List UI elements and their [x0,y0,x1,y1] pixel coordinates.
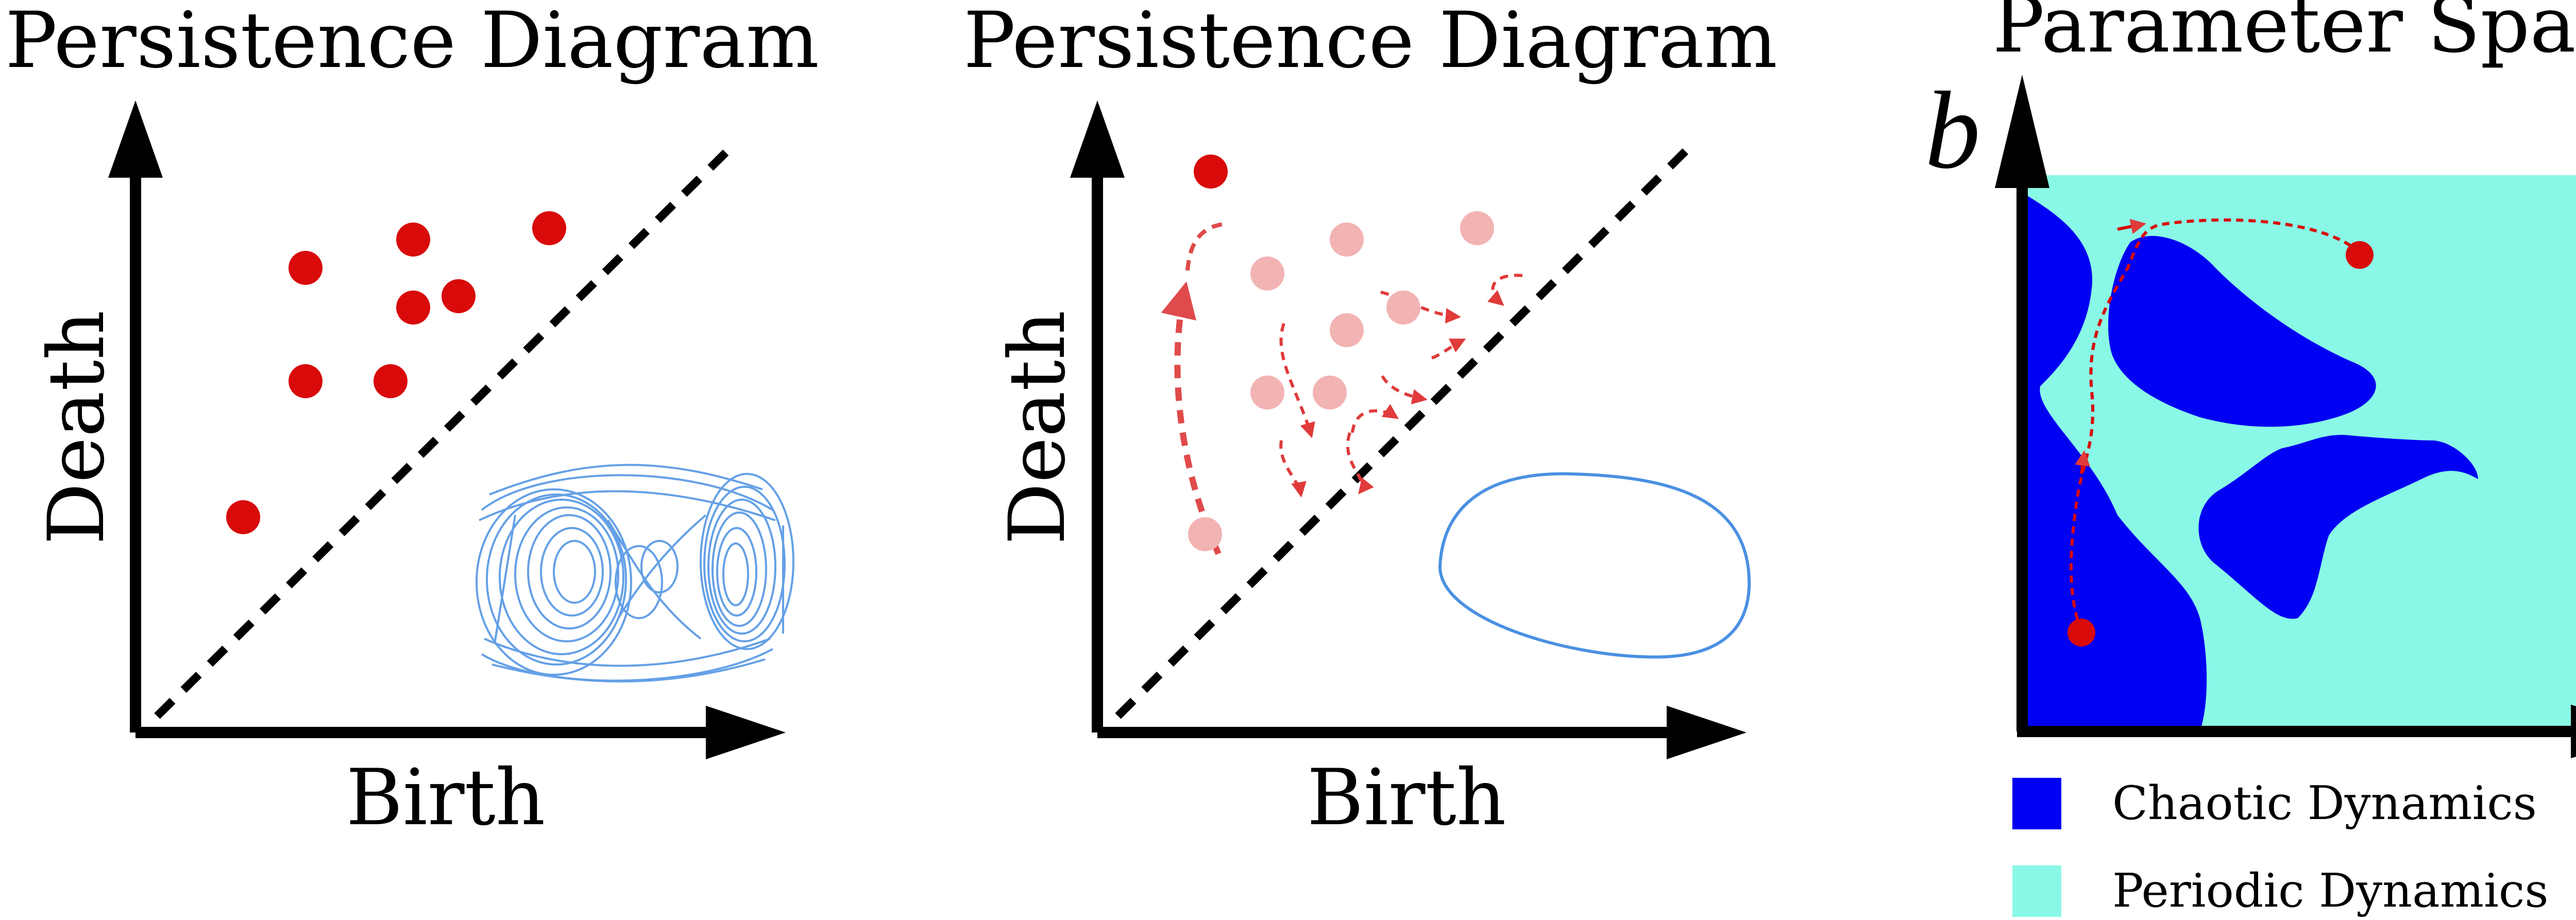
panel-3-y-arrow-icon [1995,75,2049,188]
panel-3: Parameter Space b a Chaotic Dynamics [1925,0,2576,918]
end-point [2346,241,2374,269]
faded-persistence-point-3 [1250,376,1284,410]
legend-label-periodic: Periodic Dynamics [2112,864,2549,918]
panel-1-xlabel: Birth [346,753,546,843]
panel-2-axes [1070,100,1747,759]
chaotic-region-top [2108,236,2376,427]
legend-label-chaotic: Chaotic Dynamics [2112,776,2537,830]
panel-3-ylabel: b [1925,69,1980,192]
faded-persistence-point-1 [1188,517,1222,551]
panel-1-diagonal [154,141,737,719]
parameter-path-arrow-2 [2117,218,2146,234]
panel-1-x-arrow-icon [706,706,786,759]
parameter-path-arrow-1 [2075,450,2090,474]
persistence-point-1 [226,500,260,534]
faded-persistence-point-6 [1330,313,1364,347]
start-point [2067,619,2095,646]
faded-persistence-point-8 [1460,211,1494,245]
persistence-point-6 [396,291,430,325]
panel-2-x-arrow-icon [1667,706,1747,759]
panel-2-xlabel: Birth [1307,753,1506,843]
panel-3-title: Parameter Space [1992,0,2576,70]
panel-1-axes [108,100,786,759]
legend: Chaotic Dynamics Periodic Dynamics [2012,776,2549,918]
panel-2-hook [1185,222,1224,271]
panel-1-y-arrow-icon [108,100,163,178]
chaotic-attractor-inset [476,464,794,683]
panel-1: Persistence Diagram Birth Death [5,0,819,843]
faded-persistence-point-5 [1330,223,1364,257]
persistence-point-4 [374,364,408,398]
highlighted-persistence-point-1 [1194,155,1228,189]
panel-2-diagonal [1115,141,1696,719]
panel-2-y-arrow-icon [1070,100,1125,178]
panel-2-ylabel: Death [993,310,1082,544]
panel-2-big-arrow [1161,281,1222,555]
persistence-point-7 [442,279,476,313]
panel-1-points [226,211,566,534]
persistence-point-5 [396,223,430,257]
persistence-point-8 [532,211,566,245]
panel-2-title: Persistence Diagram [963,0,1777,86]
persistence-point-3 [289,251,323,285]
chaotic-region-left [2022,196,2207,726]
faded-persistence-point-4 [1313,376,1347,410]
legend-swatch-chaotic [2012,778,2061,829]
panel-2-movement-arrows [1279,274,1523,498]
chaotic-region-middle [2198,435,2478,619]
panel-1-ylabel: Death [32,310,122,544]
legend-swatch-periodic [2012,865,2061,917]
faded-persistence-point-7 [1386,291,1420,325]
legend-item-chaotic: Chaotic Dynamics [2012,776,2537,830]
panel-1-title: Persistence Diagram [5,0,819,86]
periodic-orbit-inset [1438,472,1751,659]
legend-item-periodic: Periodic Dynamics [2012,864,2549,918]
panel-2-points [1188,155,1494,551]
parameter-path [2070,218,2361,632]
faded-persistence-point-2 [1250,257,1284,291]
panel-2: Persistence Diagram Birth Death [963,0,1777,843]
panel-3-axes [1995,75,2576,758]
persistence-point-2 [289,364,323,398]
panel-3-x-arrow-icon [2571,705,2576,758]
